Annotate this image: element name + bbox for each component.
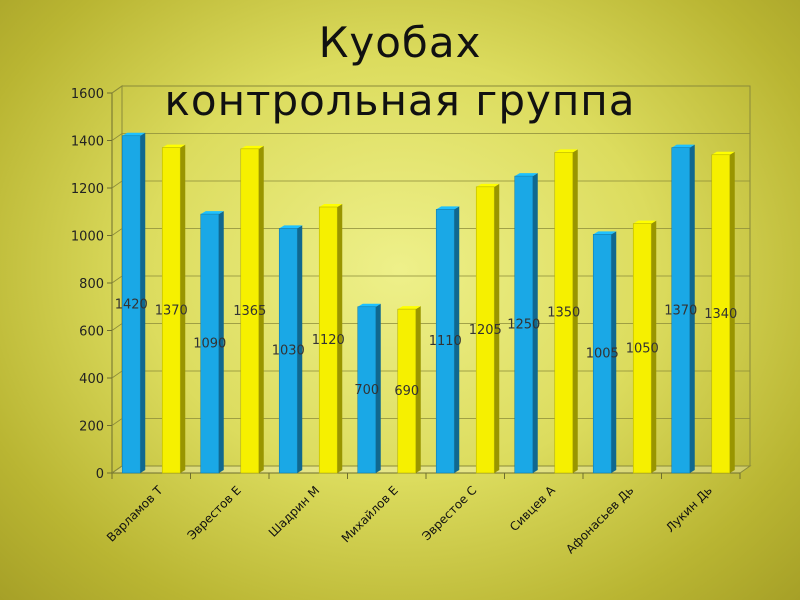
gridline [111,180,750,189]
data-label: 690 [394,384,419,399]
x-tick-label: Сивцев А [507,483,558,534]
data-label: 1090 [193,337,226,352]
y-tick-label: 1600 [71,87,104,102]
bar-yellow-2 [240,145,264,474]
data-label: 1050 [626,341,659,356]
data-label: 1005 [586,347,619,362]
bar-yellow-6 [554,149,578,474]
bar-yellow-4 [397,306,421,474]
x-tick-label: Варламов Т [104,483,166,545]
bar-blue-3 [278,225,303,474]
slide-title-line1: Куобах [318,18,482,67]
bar-blue-2 [200,211,224,474]
bar-yellow-3 [318,204,343,474]
x-tick-label: Михайлов Е [339,483,401,545]
y-tick-label: 1200 [71,182,104,197]
y-tick-label: 600 [79,325,104,340]
bar-yellow-8 [711,151,735,474]
y-tick-label: 1000 [71,230,104,245]
y-tick-label: 400 [79,372,104,387]
y-tick-label: 1400 [71,135,104,150]
data-label: 1420 [115,297,148,312]
data-label: 700 [354,383,379,398]
gridline [111,133,750,141]
bar-blue-1 [121,132,146,474]
data-label: 1250 [507,318,540,333]
x-tick-label: Лукин Дь [663,483,715,535]
bar-blue-8 [671,144,695,474]
bar-yellow-7 [632,220,657,474]
bar-blue-4 [357,303,381,474]
data-label: 1110 [429,334,462,349]
bar-yellow-1 [161,144,186,474]
bar-blue-5 [435,206,460,474]
data-label: 1370 [155,303,188,318]
data-label: 1205 [469,323,502,338]
y-tick-label: 800 [79,277,104,292]
data-label: 1370 [664,303,697,318]
x-tick-label: Эврестое С [419,483,479,543]
x-tick-label: Афонасьев Дь [563,483,636,556]
y-tick-label: 0 [96,467,104,482]
data-label: 1350 [547,306,580,321]
x-tick-label: Эврестов Е [185,483,244,542]
y-tick-label: 200 [79,420,104,435]
bar-blue-7 [592,231,617,474]
x-tick-label: Шадрин М [266,483,323,540]
gridline [111,85,750,94]
bar-yellow-5 [475,183,500,474]
data-label: 1340 [704,307,737,322]
data-label: 1365 [233,304,266,319]
data-label: 1030 [272,344,305,359]
data-label: 1120 [312,333,345,348]
bar-blue-6 [514,173,538,474]
